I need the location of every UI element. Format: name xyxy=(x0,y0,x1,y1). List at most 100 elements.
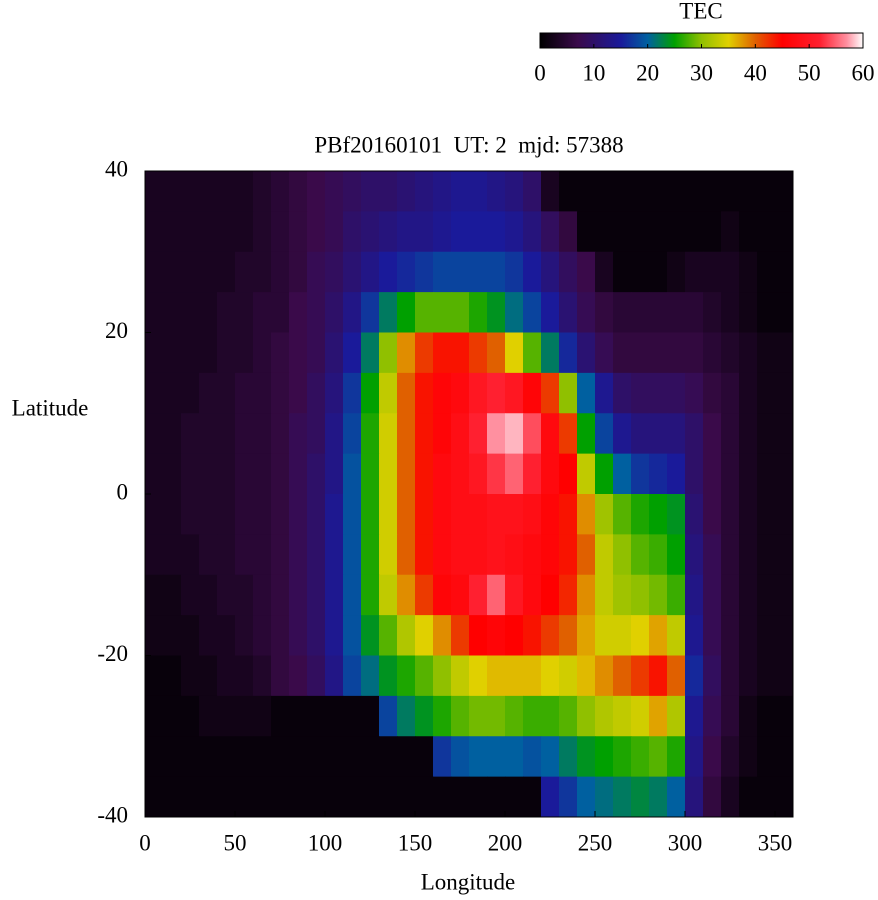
heat-cell xyxy=(181,211,200,253)
heat-cell xyxy=(505,292,524,333)
heat-cell xyxy=(181,615,200,656)
heat-cell xyxy=(775,494,794,535)
heat-cell xyxy=(451,574,470,616)
heat-cell xyxy=(343,211,362,253)
heat-cell xyxy=(721,736,740,778)
heat-cell xyxy=(649,615,668,656)
heat-cell xyxy=(649,574,668,616)
x-tick-label: 300 xyxy=(668,830,703,855)
heat-cell xyxy=(271,372,290,414)
heat-cell xyxy=(307,736,326,778)
heat-cell xyxy=(235,332,254,374)
heat-cell xyxy=(415,695,434,737)
heat-cell xyxy=(235,615,254,656)
heat-cell xyxy=(271,695,290,737)
heat-cell xyxy=(685,453,704,495)
heat-cell xyxy=(541,736,560,778)
heat-cell xyxy=(199,171,218,212)
heat-cell xyxy=(739,251,758,293)
heat-cell xyxy=(217,736,236,778)
heat-cell xyxy=(253,171,272,212)
heat-cell xyxy=(541,372,560,414)
heat-cell xyxy=(595,615,614,656)
heat-cell xyxy=(325,736,344,778)
heat-cell xyxy=(379,292,398,333)
heat-cell xyxy=(595,574,614,616)
heat-cell xyxy=(433,736,452,778)
heat-cell xyxy=(721,534,740,576)
heat-cell xyxy=(595,736,614,778)
heat-cell xyxy=(703,453,722,495)
heat-cell xyxy=(505,655,524,697)
heat-cell xyxy=(667,655,686,697)
heat-cell xyxy=(235,655,254,697)
heat-cell xyxy=(577,292,596,333)
heat-cell xyxy=(685,211,704,253)
heat-cell xyxy=(145,736,164,778)
heat-cell xyxy=(217,453,236,495)
heat-cell xyxy=(379,695,398,737)
heat-cell xyxy=(469,655,488,697)
heat-cell xyxy=(307,534,326,576)
heat-cell xyxy=(253,453,272,495)
heat-cell xyxy=(631,413,650,455)
heat-cell xyxy=(343,574,362,616)
heat-cell xyxy=(361,171,380,212)
heat-cell xyxy=(343,372,362,414)
heat-cell xyxy=(721,413,740,455)
heat-cell xyxy=(775,695,794,737)
heat-cell xyxy=(433,534,452,576)
heat-cell xyxy=(271,292,290,333)
x-tick-label: 250 xyxy=(578,830,613,855)
heat-cell xyxy=(487,615,506,656)
heat-cell xyxy=(145,251,164,293)
heat-cell xyxy=(217,776,236,818)
heat-cell xyxy=(361,615,380,656)
heat-cell xyxy=(487,332,506,374)
heat-cell xyxy=(379,372,398,414)
heat-cell xyxy=(667,372,686,414)
heat-cell xyxy=(397,372,416,414)
heat-cell xyxy=(649,453,668,495)
heat-cell xyxy=(235,534,254,576)
heat-cell xyxy=(181,251,200,293)
heat-cell xyxy=(649,494,668,535)
heat-cell xyxy=(595,372,614,414)
heat-cell xyxy=(757,211,776,253)
heat-cell xyxy=(703,413,722,455)
heat-cell xyxy=(217,251,236,293)
heat-cell xyxy=(523,695,542,737)
heat-cell xyxy=(469,534,488,576)
heat-cell xyxy=(181,494,200,535)
heat-cell xyxy=(199,251,218,293)
heat-cell xyxy=(235,453,254,495)
heat-cell xyxy=(577,171,596,212)
heat-cell xyxy=(757,251,776,293)
heat-cell xyxy=(613,655,632,697)
heat-cell xyxy=(505,736,524,778)
heat-cell xyxy=(775,332,794,374)
heat-cell xyxy=(217,695,236,737)
heat-cell xyxy=(433,372,452,414)
heat-cell xyxy=(181,736,200,778)
heat-cell xyxy=(145,372,164,414)
heat-cell xyxy=(235,292,254,333)
heat-cell xyxy=(379,534,398,576)
heat-cell xyxy=(199,372,218,414)
heat-cell xyxy=(487,292,506,333)
heat-cell xyxy=(415,534,434,576)
heat-cell xyxy=(595,413,614,455)
heat-cell xyxy=(325,534,344,576)
heat-cell xyxy=(379,776,398,818)
heat-cell xyxy=(505,211,524,253)
heat-cell xyxy=(217,171,236,212)
heat-cell xyxy=(739,171,758,212)
heat-cell xyxy=(379,494,398,535)
heat-cell xyxy=(253,574,272,616)
heat-cell xyxy=(559,736,578,778)
heat-cell xyxy=(451,413,470,455)
heat-cell xyxy=(487,211,506,253)
heat-cell xyxy=(397,776,416,818)
heat-cell xyxy=(469,211,488,253)
heat-cell xyxy=(199,655,218,697)
